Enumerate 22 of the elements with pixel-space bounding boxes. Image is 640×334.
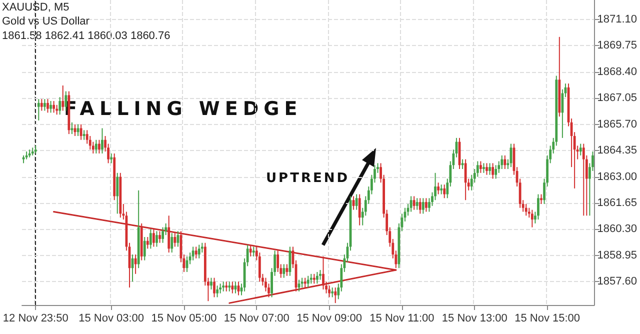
- x-tick-label: 15 Nov 11:00: [370, 312, 434, 324]
- y-tick-label: 1868.40: [597, 66, 638, 78]
- y-tick-label: 1867.05: [597, 92, 638, 104]
- chart-title: XAUUSD, M5: [2, 2, 70, 14]
- x-tick-label: 15 Nov 09:00: [296, 312, 362, 324]
- y-tick-label: 1869.75: [597, 40, 638, 52]
- y-tick-label: 1871.10: [597, 13, 638, 26]
- x-tick-label: 15 Nov 13:00: [442, 312, 508, 324]
- y-tick-label: 1858.95: [597, 249, 638, 262]
- y-tick-label: 1863.00: [597, 170, 638, 183]
- x-tick-label: 15 Nov 15:00: [514, 312, 580, 324]
- x-tick-label: 15 Nov 03:00: [78, 312, 144, 324]
- x-tick-label: 15 Nov 07:00: [224, 312, 290, 324]
- y-tick-label: 1864.35: [597, 144, 638, 157]
- annotation: UPTREND: [266, 171, 350, 186]
- y-tick-label: 1857.60: [597, 276, 638, 288]
- x-tick-label: 15 Nov 05:00: [151, 312, 217, 324]
- x-tick-label: 12 Nov 23:50: [2, 312, 68, 324]
- annotation: 1861.58 1862.41 1860.03 1860.76: [2, 30, 170, 42]
- y-tick-label: 1860.30: [597, 223, 638, 236]
- y-tick-label: 1865.70: [597, 118, 638, 130]
- y-tick-label: 1861.65: [597, 197, 638, 210]
